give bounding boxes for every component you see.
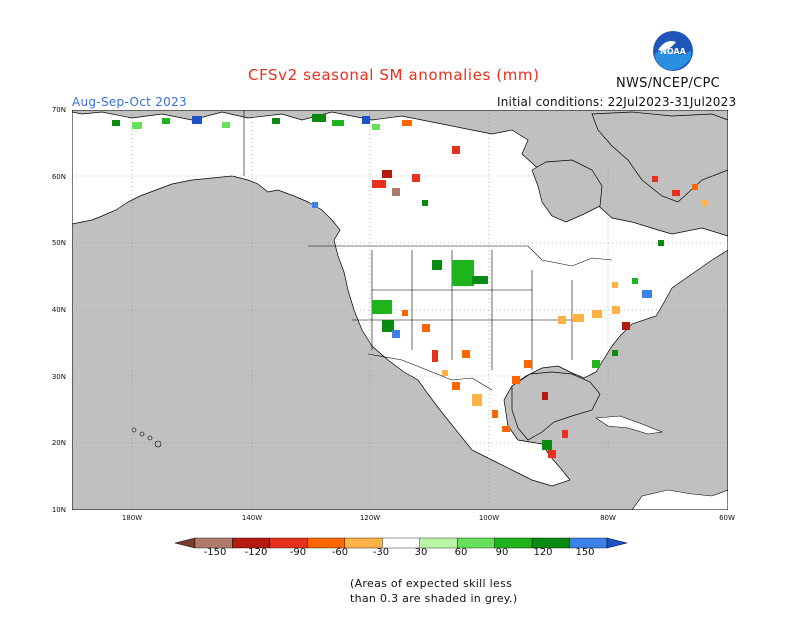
hudson-bay — [531, 159, 603, 223]
anomaly-cell — [452, 146, 460, 154]
anomaly-cell — [642, 290, 652, 298]
anomaly-cell — [592, 310, 602, 318]
anomaly-cell — [472, 276, 488, 284]
anomaly-cell — [632, 278, 638, 284]
anomaly-cell — [312, 202, 318, 208]
lat-label: 30N — [51, 373, 66, 381]
anomaly-cell — [422, 324, 430, 332]
land-areas — [71, 111, 729, 511]
anomaly-cell — [372, 180, 386, 188]
anomaly-cell — [658, 240, 664, 246]
anomaly-cell — [548, 450, 556, 458]
anomaly-cell — [562, 430, 568, 438]
anomaly-cell — [612, 282, 618, 288]
lon-label: 120W — [359, 514, 381, 522]
anomaly-cell — [402, 120, 412, 126]
colorbar-label: 120 — [533, 547, 553, 558]
anomaly-cell — [392, 330, 400, 338]
colorbar — [174, 535, 628, 549]
anomaly-cell — [572, 314, 584, 322]
colorbar-arrow-right — [606, 537, 628, 549]
chart-title: CFSv2 seasonal SM anomalies (mm) — [248, 66, 540, 84]
anomaly-cell — [162, 118, 170, 124]
anomaly-cell — [524, 360, 532, 368]
colorbar-label: -30 — [372, 547, 390, 558]
anomaly-cell — [452, 260, 474, 286]
lon-label: 140W — [241, 514, 263, 522]
colorbar-arrow-left — [174, 537, 196, 549]
initial-conditions-label: Initial conditions: 22Jul2023-31Jul2023 — [497, 95, 737, 109]
colorbar-label: -150 — [203, 547, 227, 558]
anomaly-cell — [372, 124, 380, 130]
lat-label: 70N — [51, 106, 66, 114]
anomaly-map — [71, 109, 729, 511]
lat-label: 40N — [51, 306, 66, 314]
map-grid — [72, 110, 728, 510]
colorbar-label: -90 — [289, 547, 307, 558]
anomaly-cell — [432, 350, 438, 362]
colorbar-label: 150 — [575, 547, 595, 558]
anomaly-cell — [372, 300, 392, 314]
anomaly-cells — [112, 114, 708, 458]
anomaly-cell — [502, 426, 510, 432]
anomaly-cell — [702, 200, 708, 206]
anomaly-cell — [272, 118, 280, 124]
anomaly-cell — [222, 122, 230, 128]
anomaly-cell — [592, 360, 600, 368]
anomaly-cell — [192, 116, 202, 124]
noaa-logo: NOAA — [652, 30, 694, 72]
skill-note-line1: (Areas of expected skill less — [350, 577, 513, 590]
anomaly-cell — [362, 116, 370, 124]
anomaly-cell — [512, 376, 520, 384]
colorbar-label: -120 — [244, 547, 268, 558]
anomaly-cell — [462, 350, 470, 358]
lon-label: 100W — [478, 514, 500, 522]
anomaly-cell — [332, 120, 344, 126]
colorbar-label: -60 — [331, 547, 349, 558]
anomaly-cell — [432, 260, 442, 270]
lat-label: 10N — [51, 506, 66, 514]
anomaly-cell — [612, 350, 618, 356]
hawaii-islands — [131, 427, 162, 448]
lon-label: 60W — [719, 514, 735, 522]
anomaly-cell — [652, 176, 658, 182]
agency-label: NWS/NCEP/CPC — [616, 76, 721, 91]
colorbar-label: 90 — [495, 547, 509, 558]
anomaly-cell — [392, 188, 400, 196]
anomaly-cell — [402, 310, 408, 316]
anomaly-cell — [622, 322, 630, 330]
anomaly-cell — [492, 410, 498, 418]
anomaly-cell — [672, 190, 680, 196]
anomaly-cell — [452, 382, 460, 390]
lat-label: 50N — [51, 239, 66, 247]
anomaly-cell — [382, 320, 394, 332]
cuba — [595, 415, 664, 435]
colorbar-label: 30 — [414, 547, 428, 558]
greenland — [591, 111, 729, 203]
lat-label: 60N — [51, 173, 66, 181]
anomaly-cell — [422, 200, 428, 206]
anomaly-cell — [412, 174, 420, 182]
anomaly-cell — [132, 122, 142, 129]
anomaly-cell — [612, 306, 620, 314]
colorbar-label: 60 — [454, 547, 468, 558]
anomaly-cell — [112, 120, 120, 126]
anomaly-cell — [472, 394, 482, 406]
skill-note: (Areas of expected skill less than 0.3 a… — [350, 576, 517, 606]
season-label: Aug-Sep-Oct 2023 — [72, 95, 187, 109]
skill-note-line2: than 0.3 are shaded in grey.) — [350, 592, 518, 605]
lat-label: 20N — [51, 439, 66, 447]
anomaly-cell — [692, 184, 698, 190]
anomaly-cell — [542, 440, 552, 450]
svg-text:NOAA: NOAA — [660, 47, 686, 56]
anomaly-cell — [312, 114, 326, 122]
lon-label: 80W — [600, 514, 616, 522]
lon-label: 180W — [121, 514, 143, 522]
anomaly-cell — [442, 370, 448, 376]
anomaly-cell — [382, 170, 392, 178]
anomaly-cell — [542, 392, 548, 400]
gulf-of-mexico — [511, 371, 601, 441]
anomaly-cell — [558, 316, 566, 324]
